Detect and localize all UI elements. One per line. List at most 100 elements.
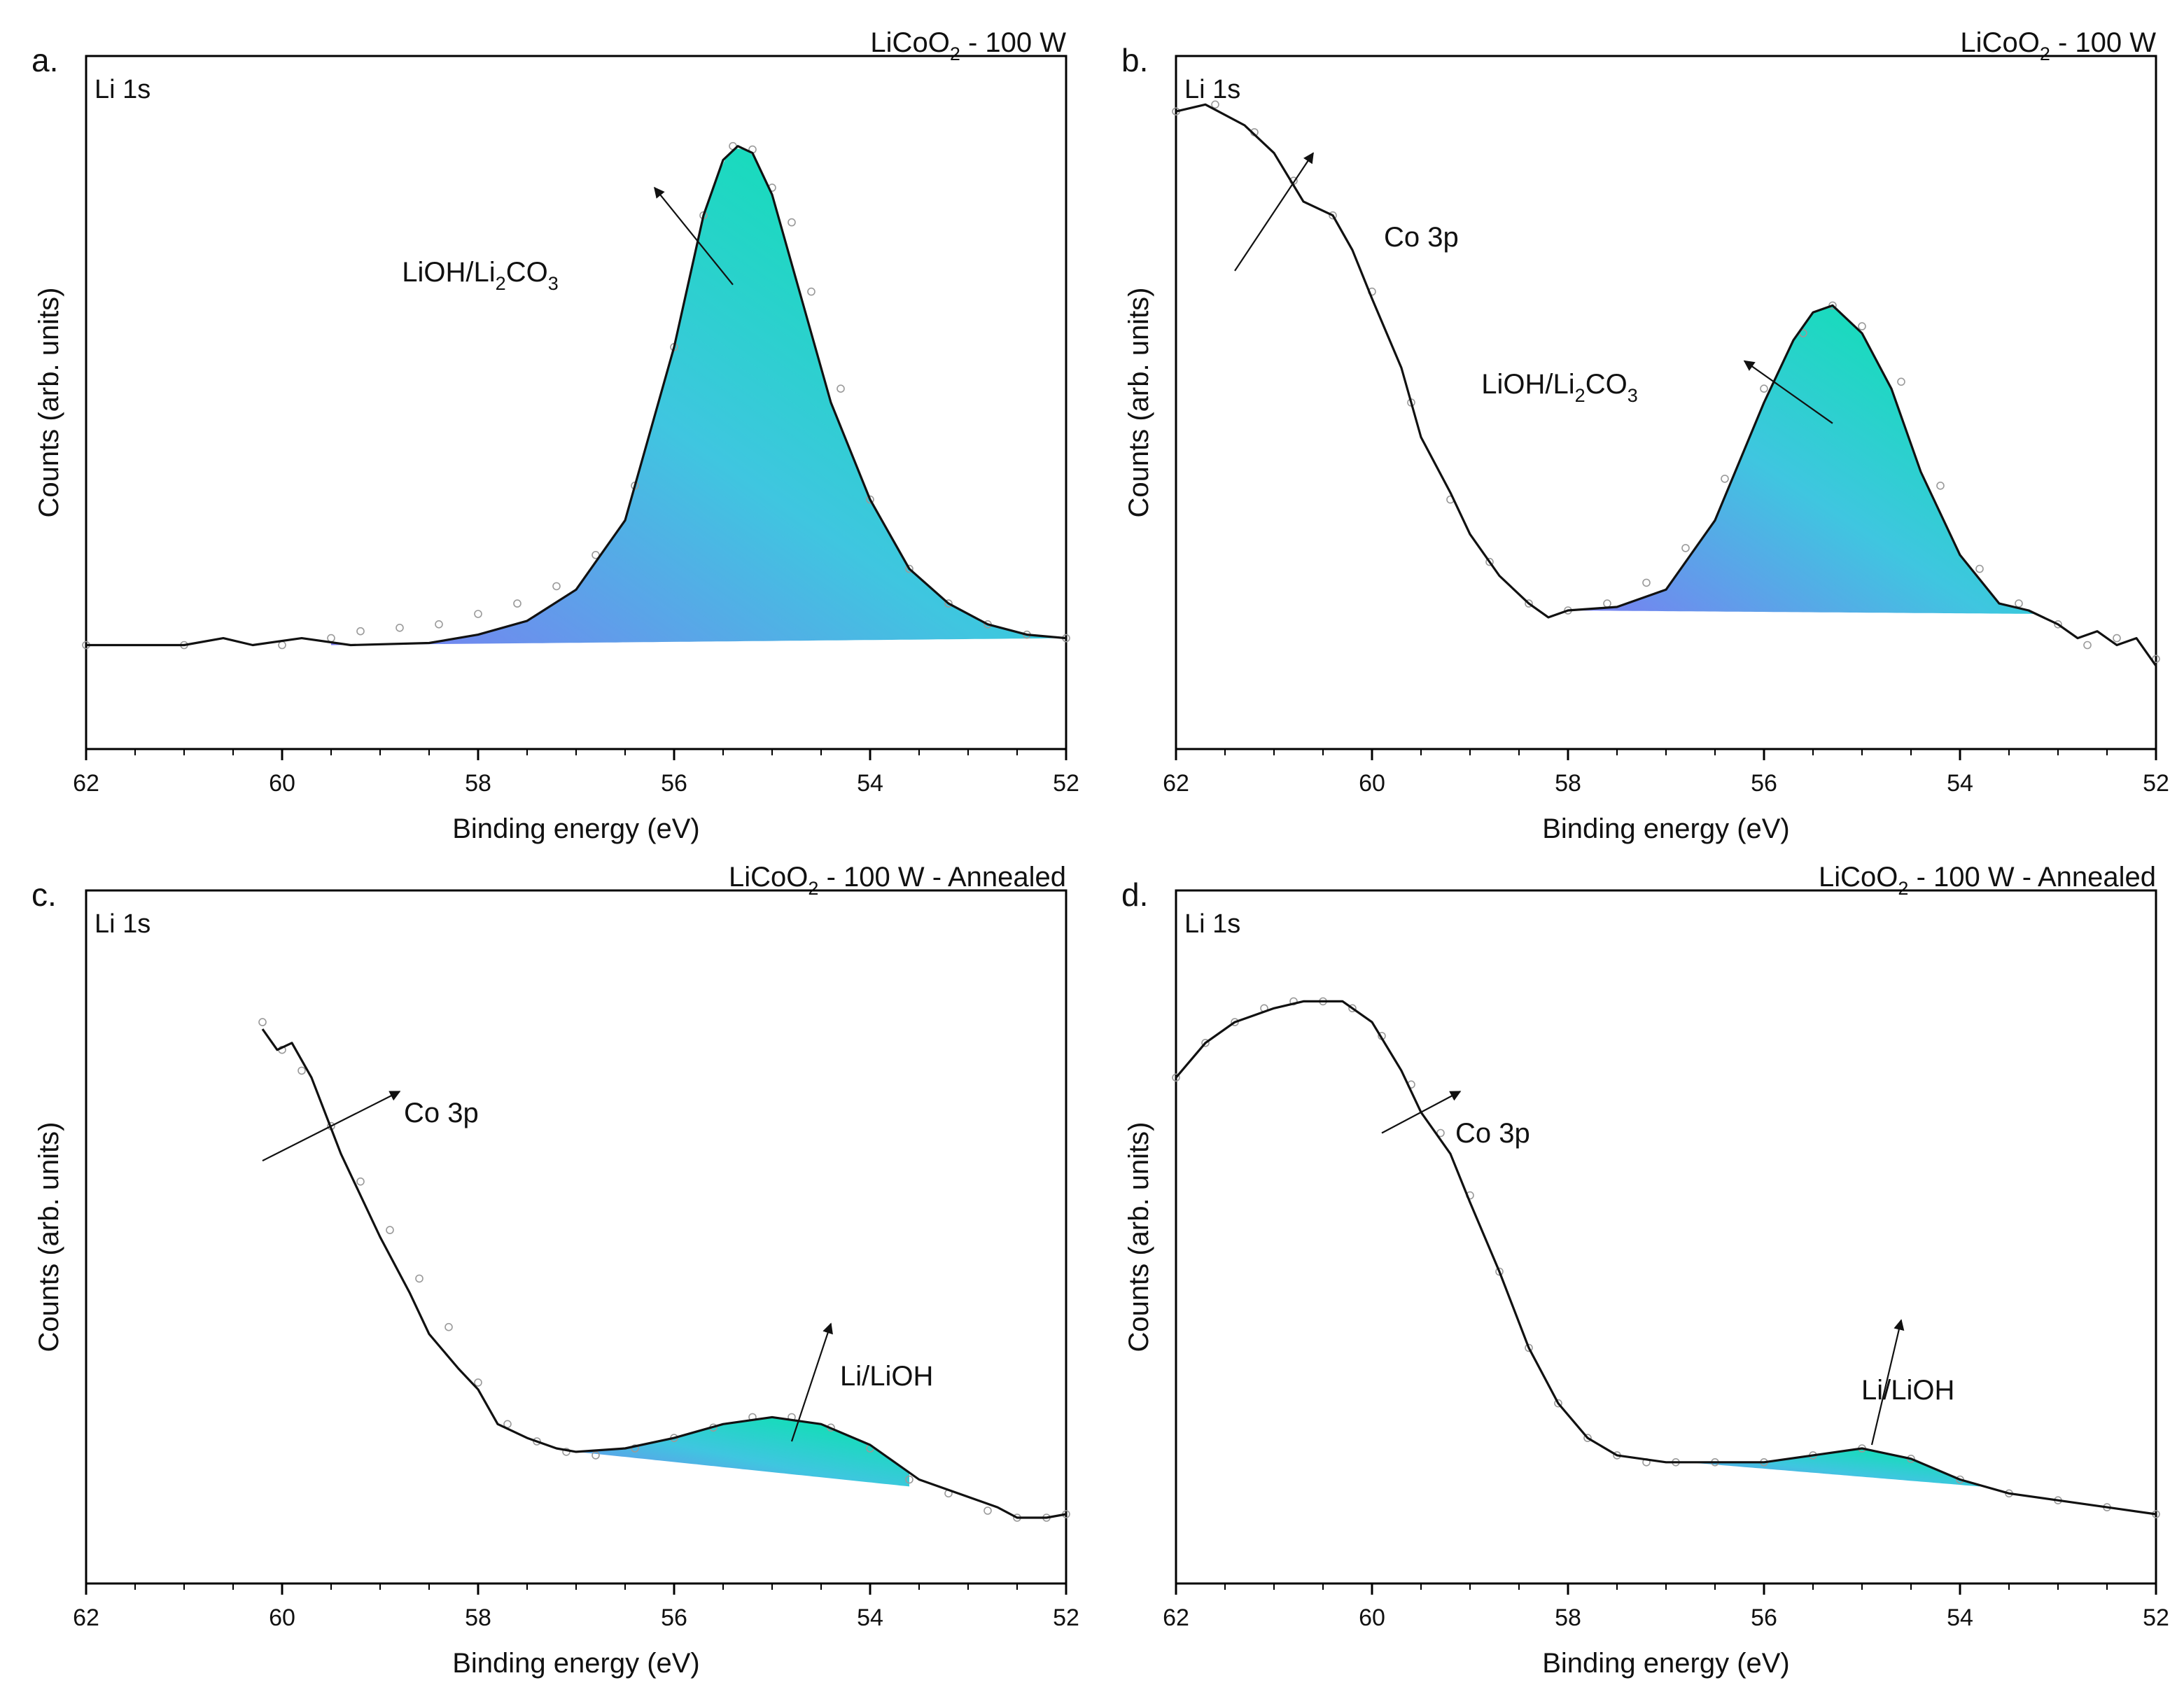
panel-label: b. bbox=[1121, 42, 1148, 78]
measured-point bbox=[592, 1451, 600, 1460]
measured-point bbox=[2113, 634, 2121, 643]
measured-point bbox=[396, 623, 404, 632]
title-suffix: - 100 W - Annealed bbox=[818, 862, 1066, 893]
x-tick-label: 58 bbox=[1555, 1604, 1581, 1631]
measured-point bbox=[2015, 599, 2023, 608]
x-ticks: 62 60 58 56 54 52 bbox=[1163, 1583, 2169, 1631]
panel-title: LiCoO2 - 100 W bbox=[1960, 27, 2156, 64]
measured-point bbox=[1525, 599, 1533, 608]
measured-point bbox=[905, 564, 913, 573]
envelope-line bbox=[1175, 1000, 2157, 1516]
x-tick-label: 56 bbox=[661, 1604, 687, 1631]
annotation-suffix: CO bbox=[1586, 369, 1628, 400]
corner-label: Li 1s bbox=[94, 909, 150, 939]
measured-point bbox=[278, 641, 286, 650]
measured-point bbox=[513, 599, 522, 608]
title-main: LiCoO bbox=[1819, 862, 1898, 893]
corner-label: Li 1s bbox=[1184, 75, 1240, 104]
measured-point bbox=[258, 1018, 267, 1026]
x-tick-label: 56 bbox=[1751, 1604, 1777, 1631]
annotation-label: LiOH/Li2CO3 bbox=[1481, 369, 1637, 406]
annotation-label: Li/LiOH bbox=[840, 1361, 933, 1392]
x-tick-label: 56 bbox=[661, 770, 687, 797]
measured-point bbox=[944, 599, 953, 608]
measured-point bbox=[444, 1322, 453, 1331]
x-tick-label: 58 bbox=[465, 770, 491, 797]
title-sub: 2 bbox=[2040, 43, 2050, 64]
peak-fill-area bbox=[1686, 1448, 1980, 1487]
x-axis-label: Binding energy (eV) bbox=[452, 1648, 700, 1679]
x-tick-label: 54 bbox=[857, 770, 883, 797]
x-tick-label: 62 bbox=[1163, 1604, 1189, 1631]
measured-point bbox=[631, 1444, 639, 1453]
x-axis-label: Binding energy (eV) bbox=[1542, 813, 1790, 844]
title-sub: 2 bbox=[950, 43, 960, 64]
x-tick-label: 62 bbox=[73, 1604, 99, 1631]
annotation-arrow bbox=[1381, 1091, 1462, 1134]
title-main: LiCoO bbox=[870, 27, 949, 58]
title-sub: 2 bbox=[1898, 878, 1908, 899]
y-axis-label: Counts (arb. units) bbox=[34, 1121, 64, 1352]
x-ticks: 62 60 58 56 54 52 bbox=[1163, 749, 2169, 797]
corner-label: Li 1s bbox=[1184, 909, 1240, 939]
annotation-sub2: 3 bbox=[548, 273, 559, 294]
peak-fill-area bbox=[331, 148, 1066, 645]
plot-area-frame bbox=[1175, 889, 2157, 1585]
annotation-label: Co 3p bbox=[1384, 222, 1459, 253]
panel-label: c. bbox=[31, 876, 57, 913]
y-axis-label: Counts (arb. units) bbox=[34, 287, 64, 517]
measured-point bbox=[1554, 1399, 1562, 1408]
annotation-sub2: 3 bbox=[1628, 385, 1638, 406]
plot-layer bbox=[1172, 100, 2160, 667]
plot-layer bbox=[258, 1018, 1070, 1522]
measured-point bbox=[1975, 564, 1984, 573]
measured-point bbox=[474, 610, 482, 618]
x-ticks: 62 60 58 56 54 52 bbox=[73, 1583, 1079, 1631]
measured-point bbox=[1642, 578, 1651, 587]
measured-point bbox=[836, 384, 845, 393]
x-tick-label: 60 bbox=[1359, 1604, 1385, 1631]
title-suffix: - 100 W bbox=[2050, 27, 2156, 58]
envelope-line bbox=[261, 1028, 1067, 1519]
annotation-label: Co 3p bbox=[404, 1098, 479, 1128]
measured-point bbox=[356, 1177, 365, 1186]
envelope-line bbox=[86, 145, 1067, 647]
plot-area-frame bbox=[85, 55, 1068, 750]
measured-point bbox=[298, 1066, 306, 1075]
title-suffix: - 100 W bbox=[960, 27, 1066, 58]
measured-point bbox=[1760, 384, 1768, 393]
panel-label: d. bbox=[1121, 876, 1148, 913]
measured-point bbox=[2152, 655, 2160, 664]
measured-point bbox=[1329, 211, 1337, 220]
measured-point bbox=[1485, 557, 1494, 566]
envelope-line bbox=[1175, 103, 2157, 667]
annotation-label: LiOH/Li2CO3 bbox=[402, 257, 558, 294]
annotation-arrow bbox=[262, 1091, 401, 1162]
measured-point bbox=[1201, 1039, 1210, 1047]
measured-point bbox=[533, 1437, 541, 1446]
measured-point bbox=[1603, 599, 1611, 608]
x-tick-label: 60 bbox=[269, 1604, 295, 1631]
measured-point bbox=[807, 287, 816, 296]
measured-point bbox=[592, 550, 600, 559]
x-tick-label: 58 bbox=[1555, 770, 1581, 797]
panel-b: b. LiCoO2 - 100 W Li 1s 62 60 58 56 54 52 Bin… bbox=[1121, 27, 2169, 844]
measured-point bbox=[983, 1506, 992, 1515]
x-tick-label: 60 bbox=[269, 770, 295, 797]
panel-title: LiCoO2 - 100 W - Annealed bbox=[729, 862, 1066, 899]
x-axis-label: Binding energy (eV) bbox=[1542, 1648, 1790, 1679]
measured-point bbox=[552, 582, 561, 591]
measured-point bbox=[1525, 1343, 1533, 1352]
x-tick-label: 62 bbox=[73, 770, 99, 797]
measured-point bbox=[1936, 481, 1945, 490]
title-sub: 2 bbox=[808, 878, 818, 899]
title-main: LiCoO bbox=[729, 862, 808, 893]
measured-point bbox=[1721, 475, 1729, 483]
measured-point bbox=[866, 495, 874, 504]
x-tick-label: 54 bbox=[1947, 770, 1973, 797]
measured-point bbox=[1799, 329, 1807, 337]
measured-point bbox=[905, 1475, 913, 1484]
measured-point bbox=[1436, 1128, 1445, 1138]
annotation-arrow bbox=[654, 186, 734, 286]
panel-a: a. LiCoO2 - 100 W Li 1s 62 60 58 56 54 52 Bin… bbox=[31, 27, 1079, 844]
